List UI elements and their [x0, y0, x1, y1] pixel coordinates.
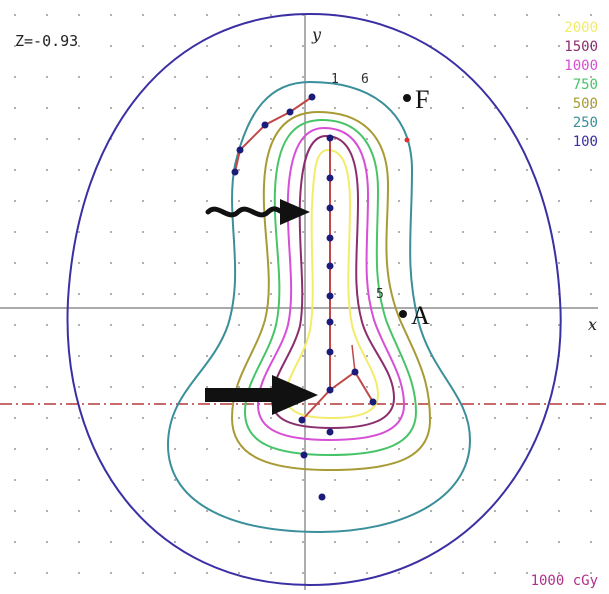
dose-unit-label: 1000 cGy [531, 573, 598, 589]
wavy-arrow [205, 199, 310, 225]
dwell-point [236, 146, 244, 154]
dwell-point [318, 493, 326, 501]
isodose-500 [230, 110, 432, 472]
dwell-point [326, 386, 334, 394]
legend-100: 100 [573, 134, 598, 150]
legend-2000: 2000 [564, 20, 598, 36]
dwell-point [326, 174, 334, 182]
isodose-100 [66, 12, 562, 587]
seed-label-6: 6 [361, 72, 369, 87]
solid-arrow [205, 375, 318, 415]
dwell-point [326, 428, 334, 436]
isodose-750 [243, 118, 418, 457]
z-label: Z=-0.93 [15, 32, 78, 50]
dwell-point [231, 168, 239, 176]
isodose-2000 [284, 148, 380, 420]
dwell-point [326, 348, 334, 356]
dwell-point [326, 204, 334, 212]
dwell-point [308, 93, 316, 101]
dwell-point [326, 234, 334, 242]
isodose-1000 [256, 126, 406, 442]
point-a-marker [399, 310, 407, 318]
dwell-point [286, 108, 294, 116]
dwell-point [261, 121, 269, 129]
dwell-point [326, 318, 334, 326]
red-marker [404, 137, 410, 143]
catheter-lower [301, 370, 374, 421]
isodose-250 [166, 80, 472, 534]
legend-1500: 1500 [564, 39, 598, 55]
dwell-point [369, 398, 377, 406]
legend-250: 250 [573, 115, 598, 131]
isodose-legend: 2000 1500 1000 750 500 250 100 [564, 20, 598, 150]
dwell-point [326, 134, 334, 142]
point-f-label: F [415, 85, 429, 114]
dwell-point [298, 416, 306, 424]
point-a-label: A [411, 301, 430, 330]
point-f-marker [403, 94, 411, 102]
seed-label-1: 1 [331, 72, 339, 87]
legend-1000: 1000 [564, 58, 598, 74]
dwell-point [300, 451, 308, 459]
dwell-point [351, 368, 359, 376]
catheter-fifth [351, 344, 356, 373]
legend-500: 500 [573, 96, 598, 112]
dwell-point [326, 262, 334, 270]
legend-750: 750 [573, 77, 598, 93]
x-axis-label: x [588, 315, 597, 334]
dwell-point [326, 292, 334, 300]
isodose-1500 [270, 134, 396, 430]
seed-label-5: 5 [376, 287, 384, 302]
dwell-points [231, 93, 377, 501]
y-axis-label: y [311, 25, 322, 44]
